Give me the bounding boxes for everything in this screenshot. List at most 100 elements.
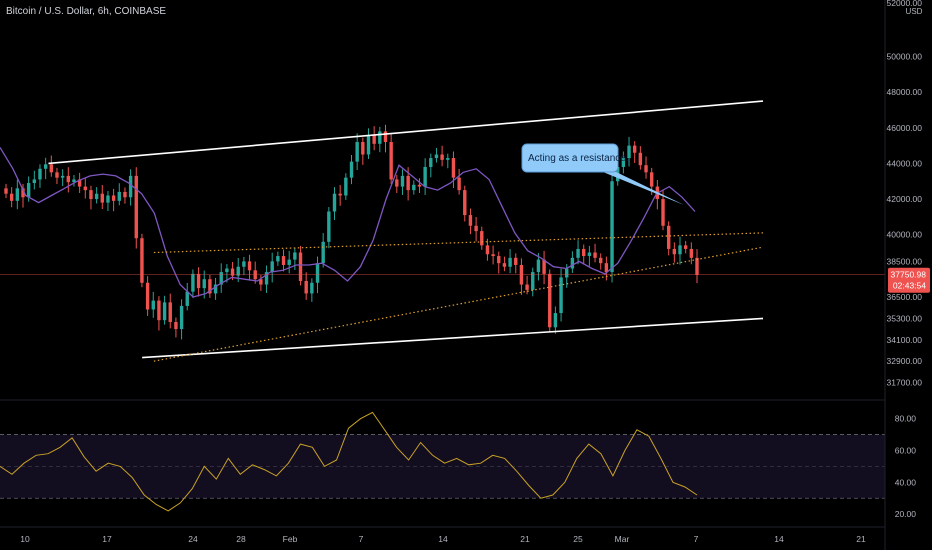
candle <box>666 221 671 256</box>
candle <box>582 244 586 265</box>
time-tick-label: 24 <box>188 534 198 544</box>
candle-body <box>338 193 342 196</box>
candle-body <box>389 142 393 180</box>
candle <box>15 179 20 210</box>
candle <box>576 240 580 265</box>
candle <box>49 155 54 177</box>
rsi-pane[interactable] <box>0 411 885 512</box>
candle <box>678 236 682 265</box>
trendlines[interactable] <box>48 100 764 362</box>
symbol-title: Bitcoin / U.S. Dollar, 6h, COINBASE <box>6 6 167 17</box>
candle-body <box>485 245 490 255</box>
candle <box>644 156 648 179</box>
price-tick-label: 32900.00 <box>887 356 923 366</box>
price-tick-label: 52000.00 <box>887 0 923 8</box>
candle-body <box>134 175 138 239</box>
candle-body <box>508 257 512 267</box>
candle-body <box>72 179 76 183</box>
candle-body <box>695 257 699 275</box>
candle <box>145 276 150 316</box>
candle-body <box>649 172 654 187</box>
candle-body <box>661 199 665 226</box>
candle-body <box>582 248 586 257</box>
price-tick-label: 35300.00 <box>887 313 923 323</box>
candle-body <box>683 245 688 249</box>
rsi-tick-label: 80.00 <box>895 414 917 424</box>
candle-body <box>208 279 212 294</box>
candle <box>570 251 575 273</box>
candle-body <box>321 241 325 264</box>
candle-body <box>140 238 144 283</box>
candle <box>332 187 337 220</box>
candle <box>559 268 563 322</box>
price-pane[interactable] <box>0 124 885 401</box>
candle <box>213 277 218 300</box>
candle <box>140 233 144 288</box>
candle-body <box>191 273 195 292</box>
candle-body <box>497 256 501 264</box>
candle-body <box>491 254 495 257</box>
candle <box>287 250 291 274</box>
candle-body <box>236 266 240 276</box>
candle-body <box>26 183 31 198</box>
candle-body <box>570 257 575 269</box>
countdown-label: 02:43:54 <box>893 281 926 291</box>
candle-body <box>213 284 218 294</box>
candle <box>66 167 71 193</box>
candle <box>338 184 342 206</box>
time-axis[interactable]: 10 17 24 28 Feb 7 14 21 25 Mar 7 14 21 <box>0 526 885 544</box>
candle-body <box>145 282 150 310</box>
candle <box>395 174 399 193</box>
candle-body <box>219 272 223 285</box>
candle-body <box>366 134 371 155</box>
candle-body <box>638 152 643 166</box>
candle <box>293 248 297 270</box>
candle <box>683 240 688 254</box>
annotation-callout[interactable]: Acting as a resistance. <box>521 143 684 205</box>
candle-body <box>666 225 671 249</box>
candle <box>372 126 376 151</box>
candle <box>72 174 76 187</box>
candle-body <box>247 261 252 271</box>
candle <box>100 184 104 210</box>
candle-body <box>429 158 433 167</box>
candle-body <box>644 165 648 173</box>
candle-body <box>417 184 422 187</box>
candle <box>349 155 354 185</box>
callout-text: Acting as a resistance. <box>528 153 629 164</box>
callout-box[interactable] <box>521 143 619 173</box>
candle-body <box>632 145 637 153</box>
candle-body <box>451 158 456 178</box>
candle-body <box>293 252 297 260</box>
candle <box>310 278 314 302</box>
candle-body <box>94 193 99 200</box>
candle-body <box>100 193 104 203</box>
candle-body <box>264 272 269 285</box>
candle-body <box>168 302 172 322</box>
candle-body <box>60 175 65 178</box>
candle <box>4 183 8 199</box>
candle-body <box>66 175 71 183</box>
candle-body <box>230 268 235 276</box>
current-price-label: 37750.98 <box>891 270 927 280</box>
candle-body <box>514 257 518 265</box>
candle-body <box>587 252 592 257</box>
candle-body <box>355 142 359 162</box>
candle-body <box>502 263 507 267</box>
candle-body <box>83 186 87 191</box>
candle <box>587 245 592 267</box>
candle-body <box>525 284 529 290</box>
candle <box>123 187 127 204</box>
candle-body <box>259 279 263 285</box>
candle-body <box>225 268 229 273</box>
candle-body <box>179 305 184 330</box>
candle-body <box>9 193 14 201</box>
candle-body <box>174 321 178 330</box>
candle-body <box>77 179 82 187</box>
candle-body <box>117 191 121 201</box>
candle <box>179 299 184 340</box>
candle <box>434 147 439 163</box>
candle-body <box>344 177 348 196</box>
